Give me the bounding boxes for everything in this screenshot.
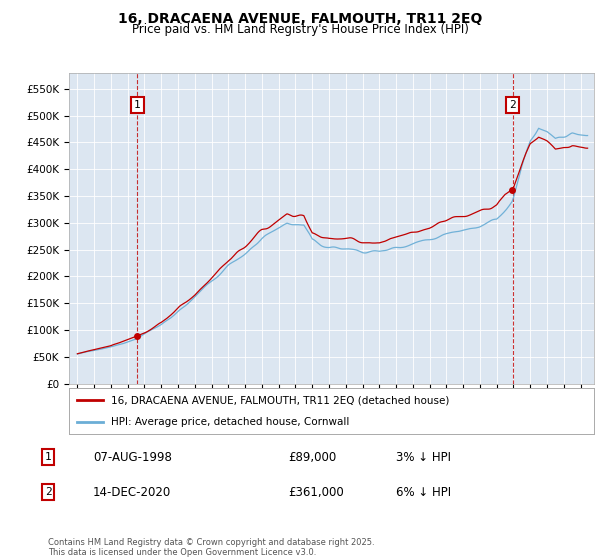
Text: £361,000: £361,000	[288, 486, 344, 498]
Text: 14-DEC-2020: 14-DEC-2020	[93, 486, 171, 498]
Text: 07-AUG-1998: 07-AUG-1998	[93, 451, 172, 464]
Text: 16, DRACAENA AVENUE, FALMOUTH, TR11 2EQ: 16, DRACAENA AVENUE, FALMOUTH, TR11 2EQ	[118, 12, 482, 26]
Text: 6% ↓ HPI: 6% ↓ HPI	[396, 486, 451, 498]
Text: £89,000: £89,000	[288, 451, 336, 464]
Text: 2: 2	[44, 487, 52, 497]
Text: HPI: Average price, detached house, Cornwall: HPI: Average price, detached house, Corn…	[111, 417, 349, 427]
Text: 1: 1	[134, 100, 141, 110]
Text: 16, DRACAENA AVENUE, FALMOUTH, TR11 2EQ (detached house): 16, DRACAENA AVENUE, FALMOUTH, TR11 2EQ …	[111, 395, 449, 405]
Text: Price paid vs. HM Land Registry's House Price Index (HPI): Price paid vs. HM Land Registry's House …	[131, 23, 469, 36]
Text: Contains HM Land Registry data © Crown copyright and database right 2025.
This d: Contains HM Land Registry data © Crown c…	[48, 538, 374, 557]
Text: 1: 1	[44, 452, 52, 462]
Text: 2: 2	[509, 100, 516, 110]
Text: 3% ↓ HPI: 3% ↓ HPI	[396, 451, 451, 464]
